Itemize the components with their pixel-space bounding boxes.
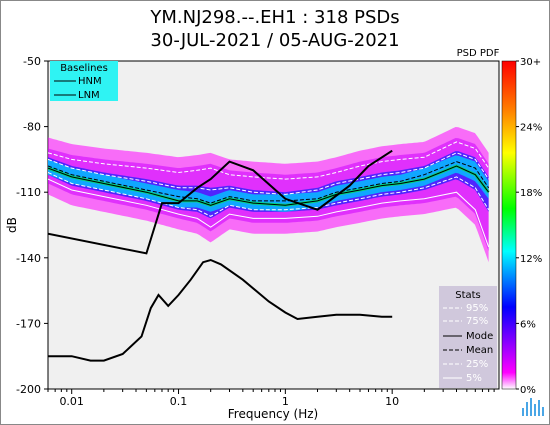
baseline-lines [48,149,393,362]
y-tick-label: -80 [23,121,41,134]
chart-title: YM.NJ298.--.EH1 : 318 PSDs [150,7,400,28]
x-tick-label: 10 [385,395,399,408]
axes: -50 -80 -110 -140 -170 -200 0.01 0.1 1 10 [16,55,495,408]
colorbar [501,60,517,390]
series-line-25pct [48,172,490,217]
y-tick-label: -110 [16,186,41,199]
legend-hnm: HNM [78,76,102,87]
chart-subtitle: 30-JUL-2021 / 05-AUG-2021 [150,30,400,51]
hnm-line [48,149,393,255]
stats-legend: Stats 95% 75% Mode Mean 25% 5% [439,286,497,388]
stat-lines [48,141,490,248]
legend-mean: Mean [466,345,493,356]
x-tick-label: 0.01 [59,395,84,408]
x-tick-label: 0.1 [170,395,188,408]
legend-75: 75% [466,316,488,327]
y-tick-label: -170 [16,317,41,330]
baselines-legend: Baselines HNM LNM [50,61,118,101]
series-line-mode [48,165,489,206]
colorbar-title: PSD PDF [457,48,500,59]
series-line-75pct [48,152,490,195]
colorbar-tick-label: 18% [520,188,542,199]
lnm-line [48,258,393,362]
legend-lnm: LNM [78,90,100,101]
colorbar-ticks: 30+ 24% 18% 12% 6% 0% [516,57,542,396]
y-tick-label: -200 [16,383,41,396]
series-line-95pct [48,141,490,180]
colorbar-tick-label: 12% [520,254,542,265]
legend-95: 95% [466,303,488,314]
series-line-5pct [48,178,490,248]
y-axis-label: dB [5,217,19,233]
stats-legend-title: Stats [455,290,481,301]
x-tick-label: 1 [282,395,289,408]
series-line-mean [48,161,490,204]
colorbar-tick-label: 6% [520,319,536,330]
y-tick-label: -50 [23,55,41,68]
logo-icon [522,398,544,416]
y-tick-label: -140 [16,252,41,265]
colorbar-tick-label: 24% [520,123,542,134]
legend-5: 5% [466,373,482,384]
legend-25: 25% [466,359,488,370]
colorbar-tick-label: 0% [520,385,536,396]
x-axis-label: Frequency (Hz) [228,407,319,421]
density-band-core [48,155,489,212]
baselines-legend-title: Baselines [60,63,108,74]
legend-mode: Mode [466,331,493,342]
colorbar-tick-label: 30+ [520,57,541,68]
